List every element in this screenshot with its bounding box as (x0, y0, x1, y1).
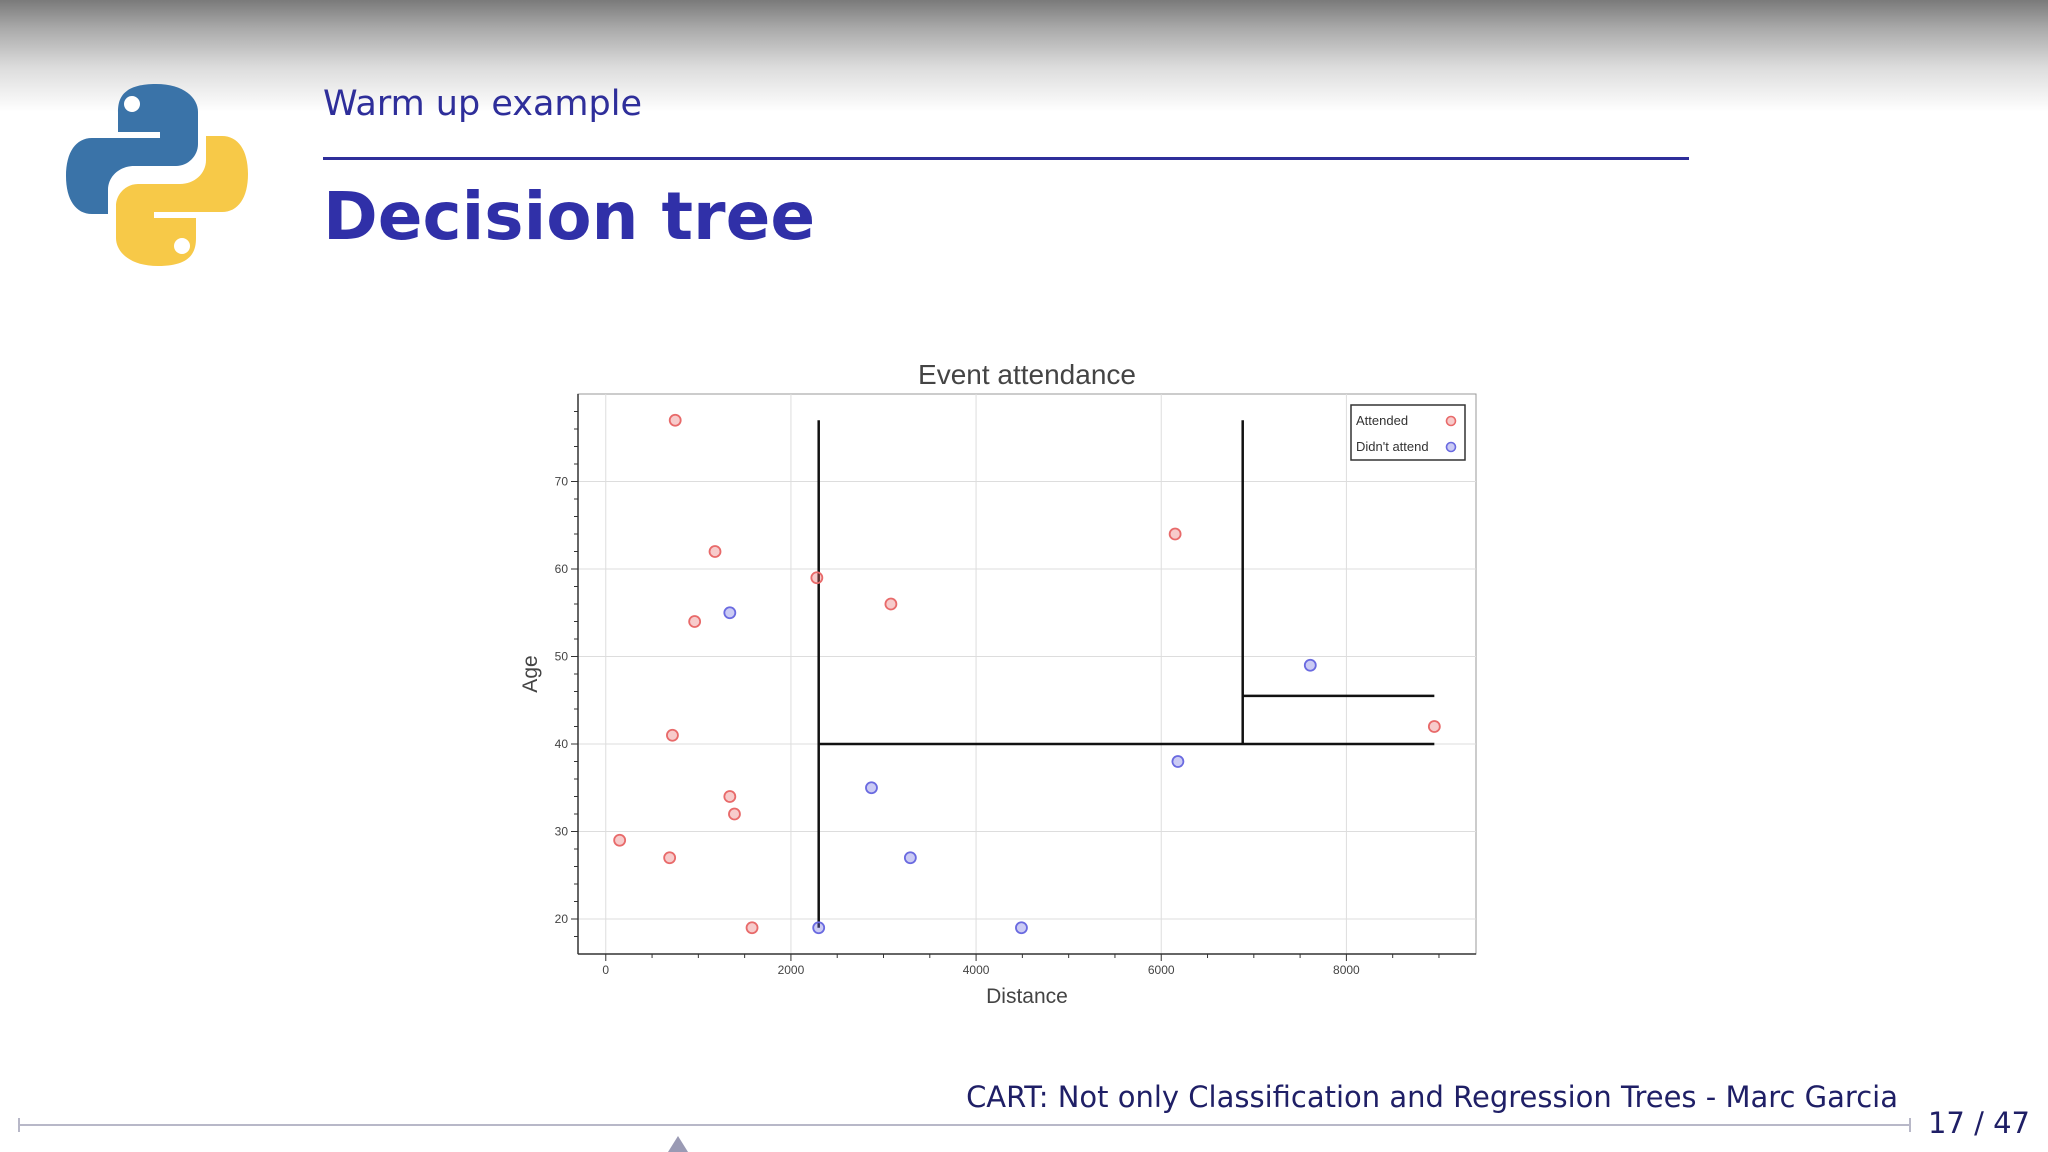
header-rule (323, 157, 1689, 160)
didnt-attend-point (812, 921, 826, 935)
y-tick-label: 50 (555, 650, 569, 664)
event-attendance-chart: 0 2000 4000 6000 8000 20 30 40 50 60 70 Event atten… (519, 359, 1477, 1008)
page-number: 17 / 47 (1927, 1106, 2030, 1140)
attended-point (745, 921, 759, 935)
legend-marker (1445, 441, 1457, 453)
x-tick-label: 0 (602, 963, 609, 977)
chart-title: Event attendance (918, 359, 1136, 390)
didnt-attend-point (865, 781, 878, 795)
footer-progress-line (18, 1124, 1910, 1126)
x-tick-label: 6000 (1148, 963, 1175, 977)
y-axis-label: Age (519, 655, 542, 692)
attended-point (723, 790, 737, 803)
x-axis-label: Distance (986, 985, 1068, 1008)
navigation-triangle-icon[interactable] (668, 1136, 688, 1152)
attended-point (884, 597, 898, 611)
footer-line-end-tick (1909, 1118, 1911, 1132)
y-tick-label: 30 (555, 825, 569, 839)
attended-point (1427, 720, 1441, 733)
didnt-attend-point (1171, 755, 1185, 768)
footer-title: CART: Not only Classification and Regres… (966, 1080, 1898, 1114)
attended-point (668, 413, 682, 427)
y-tick-label: 70 (555, 475, 569, 489)
attended-point (666, 728, 679, 742)
didnt-attend-point (723, 606, 737, 620)
plot-area (577, 393, 1477, 955)
attended-point (728, 807, 741, 821)
didnt-attend-point (1015, 921, 1028, 935)
x-tick-label: 8000 (1333, 963, 1360, 977)
y-tick-label: 40 (555, 737, 569, 751)
y-tick-label: 20 (555, 912, 569, 926)
header-gradient-band (0, 0, 2048, 112)
attended-point (613, 833, 627, 847)
y-tick-label: 60 (555, 562, 569, 576)
x-tick-label: 2000 (778, 963, 805, 977)
footer-line-start-tick (18, 1118, 20, 1132)
attended-point (810, 571, 824, 585)
attended-point (708, 545, 722, 558)
didnt-attend-point (1303, 658, 1317, 672)
section-title: Warm up example (323, 84, 642, 124)
legend-marker (1445, 415, 1457, 427)
legend-label: Attended (1356, 413, 1408, 428)
attended-point (688, 615, 702, 628)
attended-point (663, 851, 677, 865)
python-logo-icon (66, 84, 248, 266)
x-tick-label: 4000 (963, 963, 990, 977)
slide-title: Decision tree (323, 178, 816, 255)
attended-point (1168, 527, 1182, 541)
legend-box (1350, 404, 1466, 461)
didnt-attend-point (903, 851, 917, 865)
legend-label: Didn't attend (1356, 439, 1429, 454)
